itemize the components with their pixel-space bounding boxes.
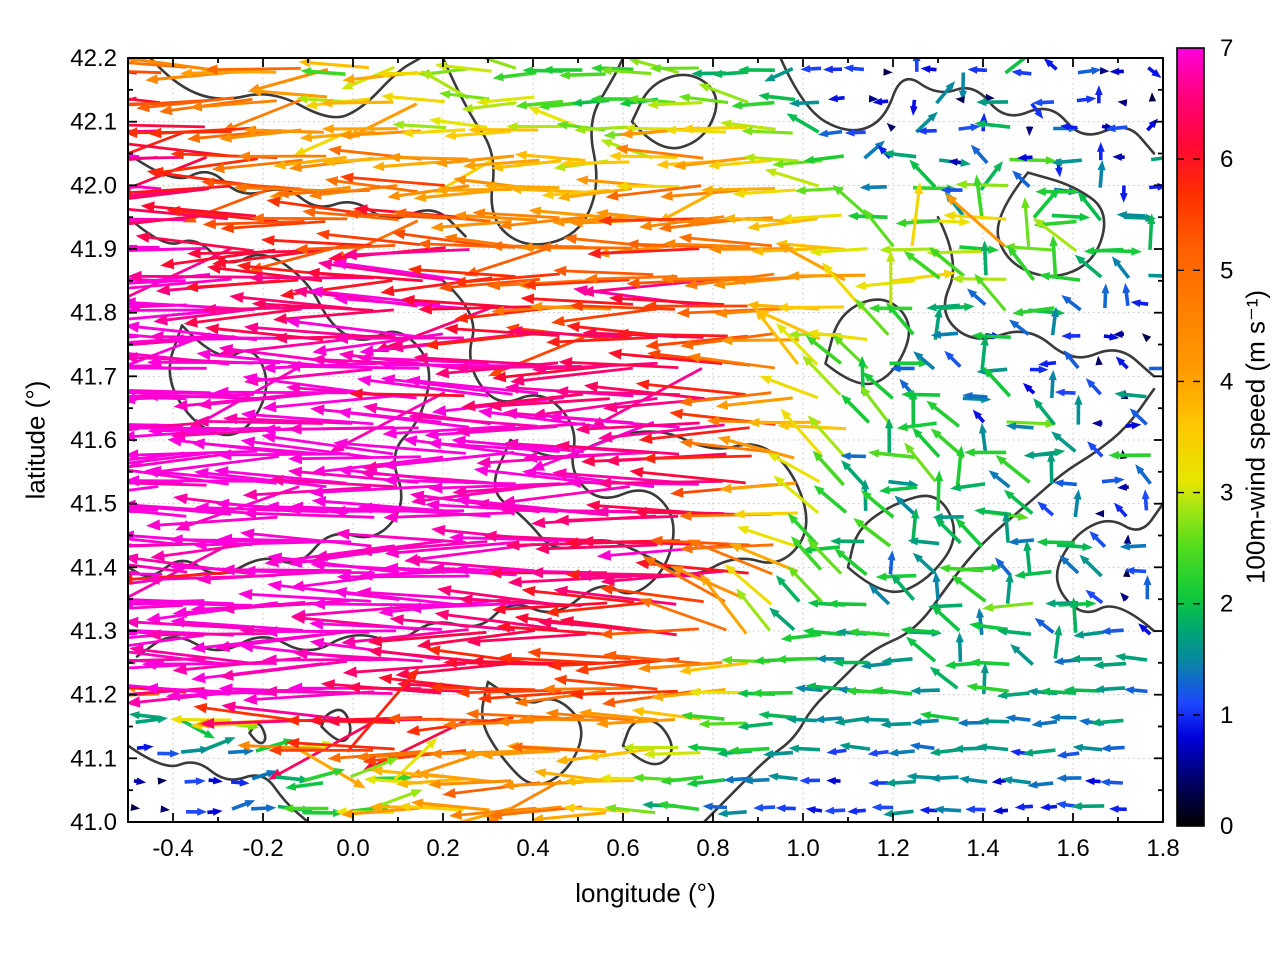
x-tick-label: -0.4 <box>152 835 193 862</box>
y-tick-label: 41.4 <box>70 554 117 581</box>
x-tick-labels: -0.4 -0.2 0.0 0.2 0.4 0.6 0.8 1.0 1.2 1.4 1.6 1.8 <box>152 835 1179 862</box>
y-tick-label: 41.8 <box>70 300 117 327</box>
y-tick-label: 41.1 <box>70 745 117 772</box>
colorbar-tick-label: 1 <box>1220 702 1233 729</box>
x-tick-label: 1.2 <box>876 835 909 862</box>
y-tick-labels: 41.0 41.1 41.2 41.3 41.4 41.5 41.6 41.7 41.8 41.9… <box>70 45 117 836</box>
y-tick-label: 42.0 <box>70 172 117 199</box>
x-tick-label: 1.4 <box>966 835 999 862</box>
wind-vectors <box>128 58 1163 822</box>
x-tick-label: 0.2 <box>426 835 459 862</box>
y-tick-label: 42.1 <box>70 109 117 136</box>
x-tick-label: 0.4 <box>516 835 549 862</box>
x-tick-label: 0.0 <box>336 835 369 862</box>
axis-ticks <box>127 57 1164 823</box>
x-tick-label: 0.6 <box>606 835 639 862</box>
y-tick-label: 41.2 <box>70 682 117 709</box>
colorbar-gradient <box>1176 47 1205 827</box>
colorbar-tick-label: 4 <box>1220 368 1233 395</box>
colorbar-tick-label: 6 <box>1220 146 1233 173</box>
x-tick-label: 1.0 <box>786 835 819 862</box>
colorbar-tick-label: 5 <box>1220 257 1233 284</box>
colorbar-tick-label: 7 <box>1220 35 1233 62</box>
colorbar <box>1176 47 1205 827</box>
colorbar-tick-label: 2 <box>1220 591 1233 618</box>
x-tick-label: 0.8 <box>696 835 729 862</box>
x-tick-label: 1.8 <box>1146 835 1179 862</box>
y-tick-label: 42.2 <box>70 45 117 72</box>
colorbar-tick-labels: 0 1 2 3 4 5 6 7 <box>1220 35 1233 840</box>
y-tick-label: 41.6 <box>70 427 117 454</box>
x-tick-label: -0.2 <box>242 835 283 862</box>
colorbar-tick-label: 3 <box>1220 480 1233 507</box>
x-tick-label: 1.6 <box>1056 835 1089 862</box>
y-tick-label: 41.0 <box>70 809 117 836</box>
colorbar-tick-label: 0 <box>1220 813 1233 840</box>
y-tick-label: 41.5 <box>70 491 117 518</box>
y-tick-label: 41.9 <box>70 236 117 263</box>
colorbar-label: 100m-wind speed (m s⁻¹) <box>1240 289 1271 585</box>
y-tick-label: 41.3 <box>70 618 117 645</box>
y-tick-label: 41.7 <box>70 363 117 390</box>
y-axis-label: latitude (°) <box>20 380 51 500</box>
x-axis-label: longitude (°) <box>575 878 716 908</box>
